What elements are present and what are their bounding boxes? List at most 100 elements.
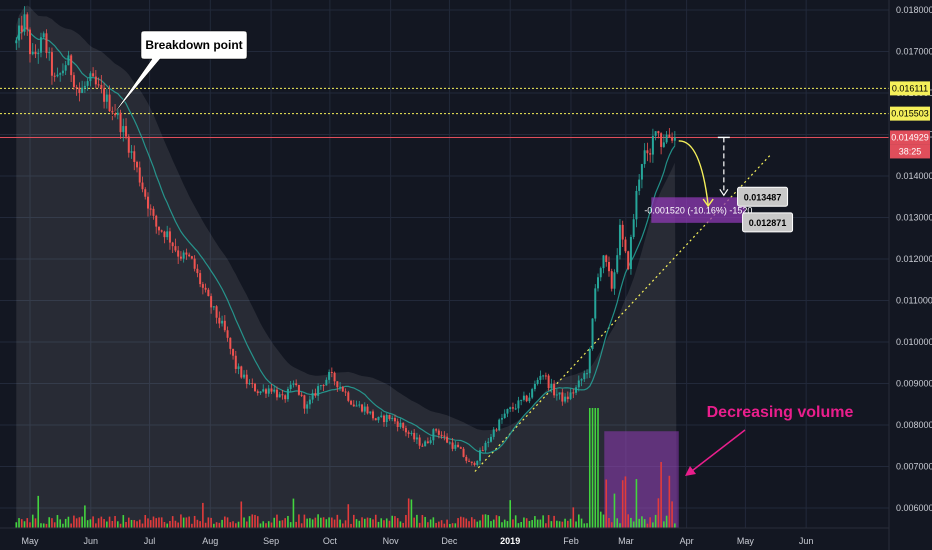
volume-bar bbox=[75, 518, 78, 528]
candle-body bbox=[275, 389, 278, 398]
volume-bar bbox=[45, 523, 48, 528]
volume-bar bbox=[374, 514, 377, 528]
candle-body bbox=[489, 436, 492, 442]
candle-body bbox=[149, 208, 152, 210]
volume-bar bbox=[70, 523, 72, 528]
candle-body bbox=[385, 414, 388, 423]
candle-body bbox=[31, 51, 34, 55]
volume-bar bbox=[207, 517, 210, 528]
volume-bar bbox=[418, 522, 421, 528]
shadow-area bbox=[16, 5, 677, 528]
volume-bar bbox=[413, 517, 415, 528]
candle-body bbox=[347, 392, 350, 401]
volume-bar bbox=[188, 516, 190, 528]
candle-body bbox=[380, 415, 383, 417]
volume-bar bbox=[221, 519, 223, 528]
candle-body bbox=[245, 374, 248, 385]
volume-box bbox=[604, 431, 679, 528]
candle-body bbox=[528, 397, 531, 402]
volume-bar bbox=[460, 516, 462, 528]
candle-body bbox=[289, 384, 292, 390]
candle-body bbox=[660, 133, 663, 147]
measure-tool[interactable]: -0.001520 (-10.16%) -1520 0.013487 0.01287… bbox=[644, 136, 794, 233]
candle-body bbox=[262, 389, 265, 392]
countdown-label: 38:25 bbox=[899, 146, 922, 156]
candle-body bbox=[108, 94, 111, 112]
volume-bar bbox=[20, 519, 23, 528]
candle-body bbox=[635, 190, 638, 220]
candle-body bbox=[240, 366, 243, 378]
time-tick-label: Jul bbox=[144, 536, 156, 546]
candle-body bbox=[215, 306, 218, 318]
candle-body bbox=[210, 296, 213, 308]
volume-bar bbox=[333, 519, 336, 528]
candle-body bbox=[492, 429, 495, 437]
volume-arrowhead bbox=[685, 466, 696, 476]
candle-body bbox=[201, 284, 204, 288]
volume-bar bbox=[141, 523, 144, 528]
volume-bar bbox=[119, 523, 122, 528]
candle-body bbox=[234, 355, 237, 369]
volume-bar bbox=[298, 514, 300, 528]
candle-body bbox=[166, 231, 169, 238]
candle-body bbox=[671, 136, 674, 141]
candle-body bbox=[602, 255, 605, 269]
volume-bar bbox=[42, 523, 45, 528]
volume-bar bbox=[193, 515, 196, 528]
time-axis[interactable]: May Jun Jul Aug Sep Oct Nov Dec 2019 Feb Mar Apr May… bbox=[0, 527, 889, 546]
volume-bar bbox=[520, 522, 522, 528]
volume-bar bbox=[138, 519, 141, 528]
price-axis[interactable]: 0.0180000.0170000.0160000.0150000.014000… bbox=[888, 0, 932, 550]
candles bbox=[15, 6, 676, 467]
volume-bar bbox=[267, 521, 270, 528]
candle-body bbox=[465, 456, 468, 461]
candle-body bbox=[514, 408, 517, 410]
volume-bar bbox=[289, 522, 292, 528]
volume-bar bbox=[385, 518, 388, 528]
volume-bar bbox=[506, 521, 509, 528]
candle-body bbox=[193, 258, 196, 269]
candle-body bbox=[64, 65, 67, 71]
candle-body bbox=[533, 383, 536, 390]
candle-body bbox=[182, 252, 185, 259]
candle-body bbox=[141, 182, 144, 190]
candle-body bbox=[42, 33, 45, 38]
volume-bar bbox=[468, 521, 470, 528]
volume-bar bbox=[476, 521, 479, 528]
candle-body bbox=[226, 330, 229, 338]
candle-body bbox=[643, 150, 646, 165]
candle-body bbox=[481, 450, 484, 452]
volume-bar bbox=[352, 514, 355, 528]
volume-bar bbox=[369, 518, 372, 528]
volume-bar bbox=[509, 500, 511, 528]
volume-bar bbox=[262, 521, 265, 528]
volume-bar bbox=[114, 516, 116, 528]
candle-body bbox=[94, 76, 97, 85]
candle-body bbox=[646, 150, 649, 154]
volume-bar bbox=[89, 519, 92, 528]
volume-bar bbox=[265, 523, 267, 528]
volume-bar bbox=[451, 523, 454, 528]
volume-bar bbox=[594, 408, 597, 528]
volume-bar bbox=[281, 520, 284, 528]
candle-body bbox=[588, 348, 591, 374]
volume-bar bbox=[616, 518, 619, 528]
volume-bar bbox=[350, 523, 352, 528]
candle-body bbox=[34, 51, 37, 55]
volume-bar bbox=[410, 499, 413, 528]
volume-bar bbox=[256, 516, 259, 528]
candle-body bbox=[251, 383, 254, 385]
volume-bar bbox=[111, 520, 114, 528]
candle-body bbox=[204, 287, 207, 290]
candle-body bbox=[607, 261, 610, 272]
candle-body bbox=[179, 256, 182, 259]
candle-body bbox=[531, 389, 534, 398]
volume-bar bbox=[427, 522, 429, 528]
volume-bar bbox=[602, 514, 605, 528]
candle-body bbox=[278, 394, 281, 398]
candle-body bbox=[122, 126, 125, 133]
price-tick-label: 0.013000 bbox=[896, 213, 932, 223]
candle-body bbox=[270, 388, 273, 392]
price-tick-label: 0.011000 bbox=[896, 296, 932, 306]
